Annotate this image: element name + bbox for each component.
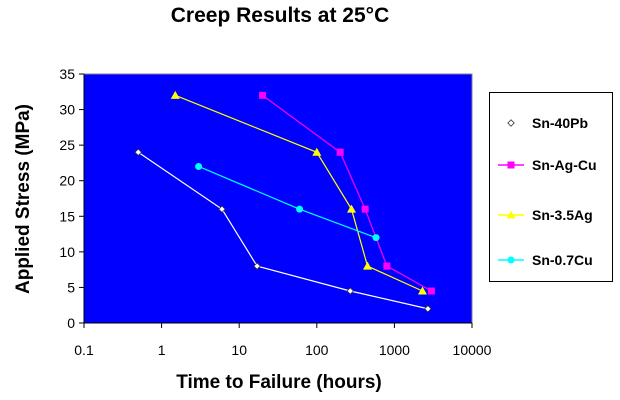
data-point-sn-40pb	[218, 205, 226, 213]
legend-marker-shape	[506, 210, 516, 219]
x-tick-label: 0.1	[74, 342, 94, 358]
y-tick-label: 25	[59, 137, 75, 153]
series-sn-0-7cu	[195, 162, 380, 242]
legend-item-sn-40pb: Sn-40Pb	[490, 113, 614, 133]
series-sn-40pb	[134, 148, 432, 313]
data-point-sn-40pb	[346, 287, 355, 295]
x-tick-label: 1000	[379, 342, 410, 358]
x-axis: 0.1 1 10 100 1000 10000	[74, 323, 492, 358]
data-point-sn-ag-cu	[427, 287, 435, 295]
legend-marker-sn-ag-cu	[498, 161, 524, 169]
chart-title: Creep Results at 25°C	[170, 4, 390, 27]
data-point-sn-ag-cu	[259, 91, 267, 99]
data-point-sn-40pb	[253, 262, 261, 270]
x-tick-label: 10	[231, 342, 247, 358]
data-point-sn-0-7cu	[296, 205, 304, 213]
legend-marker-sn-3-5ag	[498, 210, 524, 219]
data-point-sn-0-7cu	[372, 234, 380, 242]
data-point-sn-40pb	[424, 305, 432, 313]
legend-marker-shape	[507, 161, 515, 169]
plot-area	[83, 73, 473, 324]
data-point-sn-ag-cu	[336, 148, 344, 156]
legend-marker-shape	[507, 119, 515, 127]
y-tick-label: 35	[59, 66, 75, 82]
y-tick-label: 0	[67, 315, 75, 331]
data-point-sn-0-7cu	[195, 162, 203, 170]
x-tick-label: 100	[305, 342, 329, 358]
legend-label-sn-40pb: Sn-40Pb	[532, 115, 589, 131]
data-point-sn-ag-cu	[383, 262, 391, 270]
data-point-sn-3-5ag	[417, 286, 427, 295]
y-tick-label: 10	[59, 244, 75, 260]
data-point-sn-3-5ag	[312, 147, 322, 156]
legend-label-sn-ag-cu: Sn-Ag-Cu	[532, 157, 597, 173]
x-tick-label: 1	[158, 342, 166, 358]
y-tick-label: 15	[59, 208, 75, 224]
legend-marker-sn-0-7cu	[498, 256, 524, 264]
y-axis: 0 5 10 15 20 25 30 35	[59, 66, 84, 331]
series-layer	[134, 90, 435, 313]
legend-label-sn-0-7cu: Sn-0.7Cu	[532, 252, 593, 268]
data-point-sn-3-5ag	[170, 90, 180, 99]
legend-item-sn-3-5ag: Sn-3.5Ag	[490, 205, 614, 225]
legend-item-sn-0-7cu: Sn-0.7Cu	[490, 250, 614, 270]
data-point-sn-40pb	[134, 148, 143, 157]
legend: Sn-40Pb Sn-Ag-Cu Sn-3.5Ag Sn-0.7Cu	[489, 92, 613, 282]
y-tick-label: 5	[67, 279, 75, 295]
data-point-sn-3-5ag	[362, 261, 372, 270]
data-point-sn-3-5ag	[346, 204, 356, 213]
y-axis-label: Applied Stress (MPa)	[13, 103, 34, 295]
data-point-sn-ag-cu	[361, 205, 369, 213]
y-tick-label: 20	[59, 173, 75, 189]
legend-marker-shape	[507, 256, 515, 264]
legend-marker-sn-40pb	[507, 119, 515, 127]
legend-label-sn-3-5ag: Sn-3.5Ag	[532, 207, 593, 223]
x-axis-label: Time to Failure (hours)	[176, 372, 382, 393]
series-sn-3-5ag	[170, 90, 427, 295]
legend-item-sn-ag-cu: Sn-Ag-Cu	[490, 155, 614, 175]
series-sn-ag-cu	[259, 91, 435, 295]
x-tick-label: 10000	[453, 342, 492, 358]
y-tick-label: 30	[59, 102, 75, 118]
